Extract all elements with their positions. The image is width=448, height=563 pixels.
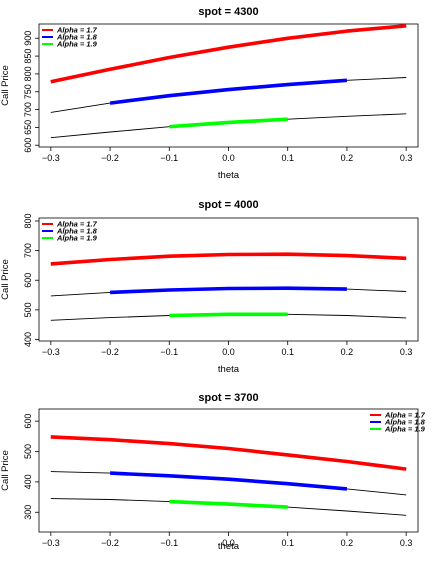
- legend-label: Alpha = 1.7: [56, 220, 98, 229]
- y-tick-label: 900: [23, 31, 33, 46]
- y-tick-label: 750: [23, 84, 33, 99]
- y-tick-label: 600: [23, 138, 33, 153]
- chart-panel-3: spot = 3700 −0.3 −0.2 −0.1 0.0 0.1 0.2 0.3 300 40…: [0, 392, 426, 552]
- alpha-series-line: [50, 435, 407, 471]
- x-tick-label: 0.3: [400, 347, 413, 357]
- x-tick-label: −0.1: [160, 538, 178, 548]
- chart-panel-2: spot = 4000 −0.3 −0.2 −0.1 0.0 0.1 0.2 0.3 400 50…: [0, 199, 419, 375]
- legend-label: Alpha = 1.7: [56, 26, 98, 35]
- x-tick-label: 0.1: [281, 538, 294, 548]
- y-axis-label: Call Price: [0, 65, 11, 106]
- x-tick-label: −0.1: [160, 347, 178, 357]
- y-tick-label: 700: [23, 102, 33, 117]
- reference-curve: [50, 436, 407, 470]
- legend-label: Alpha = 1.9: [56, 234, 98, 243]
- x-tick-label: −0.3: [42, 538, 60, 548]
- x-tick-label: 0.0: [222, 153, 235, 163]
- x-tick-label: 0.0: [222, 347, 235, 357]
- chart-title: spot = 3700: [198, 392, 258, 404]
- y-axis-label: Call Price: [0, 450, 11, 491]
- chart-title: spot = 4300: [198, 6, 258, 18]
- legend-label: Alpha = 1.9: [56, 40, 98, 49]
- y-tick-label: 800: [23, 213, 33, 228]
- reference-curve: [50, 471, 407, 496]
- alpha-series-line: [169, 499, 288, 509]
- reference-curve: [50, 498, 407, 516]
- x-tick-label: 0.3: [400, 153, 413, 163]
- reference-curve: [50, 113, 407, 139]
- legend-label: Alpha = 1.8: [56, 227, 98, 236]
- y-tick-label: 500: [23, 302, 33, 317]
- x-tick-label: 0.1: [281, 347, 294, 357]
- legend-label: Alpha = 1.8: [56, 33, 98, 42]
- reference-curve: [50, 25, 407, 83]
- alpha-series-line: [50, 252, 407, 266]
- x-tick-label: −0.1: [160, 153, 178, 163]
- y-tick-label: 400: [23, 332, 33, 347]
- alpha-series-line: [50, 24, 407, 84]
- y-tick-label: 650: [23, 120, 33, 135]
- x-axis-label: theta: [218, 170, 240, 181]
- x-tick-label: 0.2: [341, 153, 354, 163]
- y-tick-label: 300: [23, 505, 33, 520]
- alpha-series-line: [110, 286, 347, 295]
- x-tick-label: −0.2: [101, 538, 119, 548]
- alpha-series-line: [169, 312, 288, 318]
- y-tick-label: 500: [23, 444, 33, 459]
- x-tick-label: −0.3: [42, 347, 60, 357]
- chart-panel-1: spot = 4300 −0.3 −0.2 −0.1 0.0 0.1 0.2 0.3 600 65…: [0, 6, 419, 181]
- alpha-series-line: [169, 117, 288, 129]
- x-tick-label: 0.0: [222, 538, 235, 548]
- x-tick-label: 0.2: [341, 538, 354, 548]
- x-tick-label: 0.3: [400, 538, 413, 548]
- x-axis-label: theta: [218, 364, 240, 375]
- chart-title: spot = 4000: [198, 199, 258, 211]
- x-tick-label: 0.1: [281, 153, 294, 163]
- y-tick-label: 800: [23, 66, 33, 81]
- alpha-series-line: [109, 78, 348, 105]
- x-tick-label: −0.2: [101, 347, 119, 357]
- legend-label: Alpha = 1.8: [384, 418, 426, 427]
- legend-label: Alpha = 1.9: [384, 425, 426, 434]
- y-tick-label: 600: [23, 273, 33, 288]
- x-axis-label: theta: [218, 541, 240, 552]
- y-axis-label: Call Price: [0, 259, 11, 300]
- reference-curve: [50, 77, 407, 113]
- y-tick-label: 700: [23, 243, 33, 258]
- x-tick-label: 0.2: [341, 347, 354, 357]
- x-tick-label: −0.2: [101, 153, 119, 163]
- alpha-series-line: [110, 471, 348, 491]
- plot-frame: [38, 408, 419, 533]
- y-tick-label: 600: [23, 414, 33, 429]
- legend-label: Alpha = 1.7: [384, 411, 426, 420]
- y-tick-label: 400: [23, 474, 33, 489]
- x-tick-label: −0.3: [42, 153, 60, 163]
- y-tick-label: 850: [23, 49, 33, 64]
